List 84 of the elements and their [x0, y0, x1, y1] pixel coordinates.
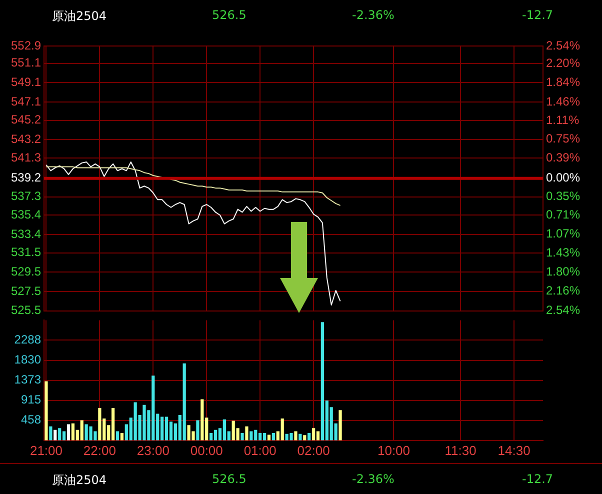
y-tick-label: 915: [20, 392, 42, 407]
bar: [200, 399, 204, 440]
bar: [80, 420, 84, 440]
y-tick-label: 547.1: [10, 94, 42, 108]
y-tick-label: 527.5: [10, 284, 42, 298]
bar: [240, 432, 244, 440]
y2-tick-label: 2.20%: [546, 56, 580, 70]
bar: [98, 408, 102, 440]
y2-tick-label: 2.54%: [546, 38, 580, 52]
y-tick-label: 551.1: [10, 56, 42, 70]
bar: [44, 381, 48, 440]
bar: [58, 428, 62, 440]
y-tick-label: 531.5: [10, 245, 42, 260]
x-tick-label: 10:00: [377, 442, 410, 458]
bar: [245, 426, 248, 440]
y-tick-label: 552.9: [10, 38, 42, 52]
bar: [196, 420, 200, 440]
text: 526.5: [212, 472, 246, 486]
bar: [267, 434, 271, 440]
bar: [320, 322, 324, 440]
x-tick-label: 14:30: [498, 442, 530, 458]
x-tick-label: 22:00: [83, 442, 116, 458]
bar: [66, 424, 70, 440]
y2-tick-label: 1.80%: [546, 264, 580, 279]
y2-tick-label: 1.46%: [546, 94, 580, 109]
bar: [120, 432, 124, 440]
y-tick-label: 545.2: [10, 112, 42, 127]
y2-tick-label: 0.35%: [546, 188, 580, 203]
y2-tick-label: 0.39%: [546, 150, 580, 164]
text: -2.36%: [352, 472, 394, 486]
y-tick-label: 2288: [14, 332, 42, 347]
bar: [272, 432, 276, 440]
y-tick-label: 541.3: [10, 150, 42, 164]
bar: [214, 430, 218, 440]
y2-tick-label: 1.84%: [546, 74, 580, 89]
y-tick-label: 529.5: [10, 264, 42, 278]
text: -12.7: [522, 8, 554, 22]
bar: [280, 418, 284, 440]
bar: [164, 416, 168, 440]
bar: [294, 431, 298, 440]
bar: [250, 431, 253, 440]
bar: [210, 432, 213, 440]
bar: [312, 428, 316, 440]
y-tick-label: 525.5: [10, 303, 42, 318]
y2-tick-label: 2.16%: [546, 283, 580, 298]
bar: [71, 423, 75, 440]
bar: [62, 431, 66, 440]
bar: [182, 363, 186, 440]
bar: [116, 431, 120, 440]
y-tick-label: 1373: [14, 372, 42, 387]
x-tick-label: 02:00: [297, 442, 330, 458]
bar: [290, 432, 293, 440]
y-tick-label: 537.3: [10, 189, 42, 204]
x-tick-label: 11:30: [444, 442, 476, 458]
chart-title: 原油2504: [52, 8, 107, 25]
y-tick-label: 458: [20, 412, 42, 427]
x-tick-label: 21:00: [30, 442, 62, 458]
y-tick-label: 543.2: [10, 132, 42, 146]
bar: [49, 426, 52, 440]
y2-tick-label: 0.00%: [546, 170, 580, 185]
y2-tick-label: 2.54%: [546, 303, 580, 318]
y-tick-label: 1830: [14, 352, 42, 367]
y2-tick-label: 1.07%: [546, 226, 580, 240]
y2-tick-label: 1.43%: [546, 245, 580, 260]
text: -2.36%: [352, 8, 394, 22]
y-tick-label: 549.1: [10, 75, 42, 90]
x-tick-label: 00:00: [190, 442, 223, 458]
bar: [338, 410, 342, 440]
bar: [54, 430, 57, 440]
bar: [316, 431, 320, 440]
x-tick-label: 01:00: [244, 442, 276, 458]
bar: [303, 435, 306, 440]
x-tick-label: 23:00: [136, 442, 170, 458]
y-tick-label: 539.2: [10, 170, 42, 185]
chart-title: 原油2504: [52, 473, 107, 487]
text: -12.7: [522, 472, 554, 486]
y2-tick-label: 1.11%: [546, 112, 580, 127]
bar: [308, 432, 311, 440]
bar: [262, 432, 266, 440]
y-tick-label: 533.4: [10, 226, 42, 241]
y2-tick-label: 0.75%: [546, 132, 580, 146]
text: 526.5: [212, 8, 246, 22]
y-tick-label: 535.4: [10, 207, 42, 222]
y2-tick-label: 0.71%: [546, 208, 580, 222]
